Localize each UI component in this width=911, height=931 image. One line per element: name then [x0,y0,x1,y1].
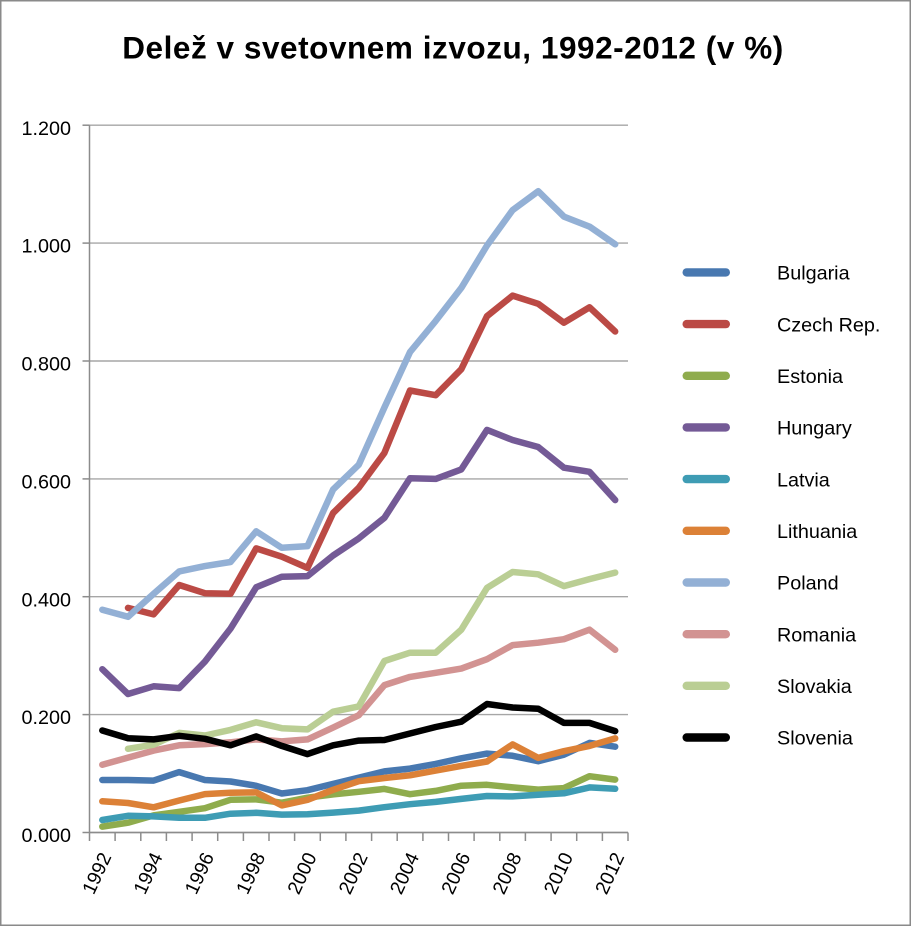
svg-text:0.400: 0.400 [21,589,71,611]
svg-text:0.200: 0.200 [21,707,71,729]
svg-text:Hungary: Hungary [777,418,852,440]
svg-text:0.000: 0.000 [21,825,71,847]
svg-text:Estonia: Estonia [777,366,843,388]
svg-text:Poland: Poland [777,573,839,595]
svg-text:1.000: 1.000 [21,236,71,258]
svg-text:0.800: 0.800 [21,354,71,376]
svg-text:Bulgaria: Bulgaria [777,263,850,285]
svg-text:Slovenia: Slovenia [777,728,853,750]
svg-text:0.600: 0.600 [21,472,71,494]
svg-text:Delež v svetovnem izvozu, 1992: Delež v svetovnem izvozu, 1992-2012 (v %… [122,30,784,66]
svg-text:Latvia: Latvia [777,469,830,491]
svg-text:1.200: 1.200 [21,118,71,140]
svg-text:Lithuania: Lithuania [777,521,857,543]
svg-text:Slovakia: Slovakia [777,676,852,698]
svg-text:Romania: Romania [777,624,856,646]
svg-text:Czech Rep.: Czech Rep. [777,314,880,336]
